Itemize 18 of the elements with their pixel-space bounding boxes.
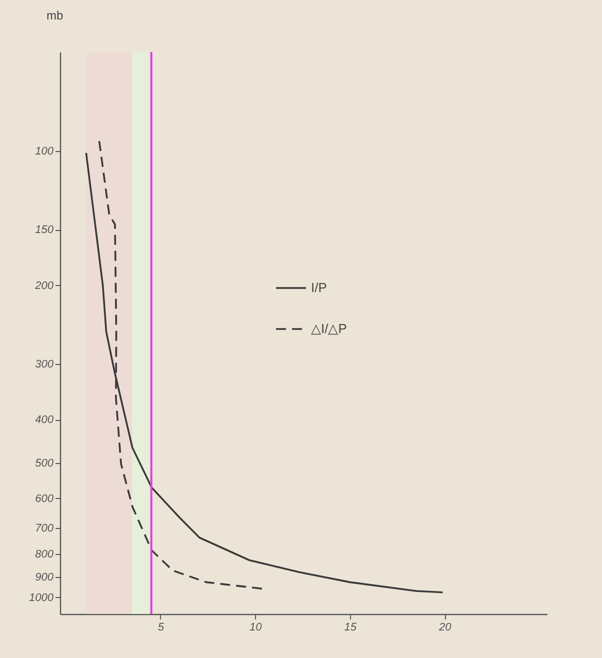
y-tick-label: 200 [34,280,54,292]
legend-label: I/P [311,280,327,295]
y-tick-label: 400 [35,414,54,426]
y-tick-label: 500 [35,457,54,470]
x-tick-label: 15 [344,622,358,634]
y-tick-label: 800 [35,548,54,561]
x-tick-label: 5 [158,622,165,634]
y-tick-label: 700 [35,522,54,535]
legend-label: △I/△P [311,321,347,336]
y-axis-title: mb [46,8,64,22]
y-tick-label: 900 [35,571,54,584]
y-tick-label: 150 [35,224,54,236]
x-tick-label: 20 [438,622,452,634]
x-tick-label: 10 [250,622,263,634]
y-tick-label: 1000 [29,592,54,604]
y-tick-label: 300 [35,358,54,370]
y-tick-label: 100 [35,146,54,158]
y-tick-label: 600 [35,492,54,505]
